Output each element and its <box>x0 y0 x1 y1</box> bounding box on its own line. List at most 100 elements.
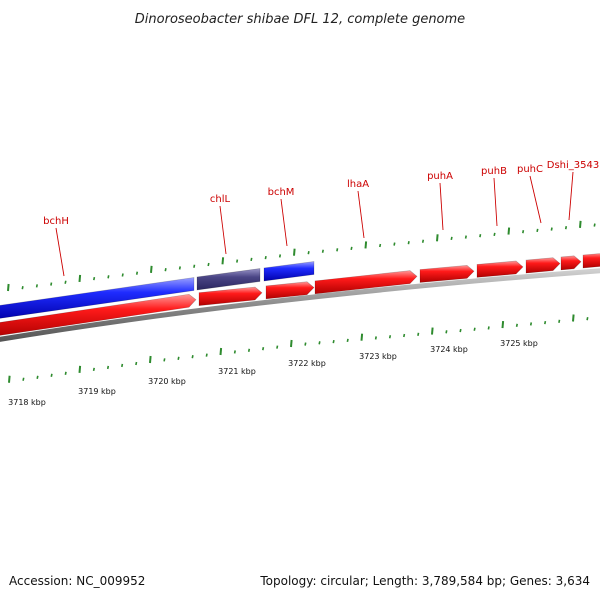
gene-puhA <box>419 265 475 283</box>
scale-label-3724: 3724 kbp <box>430 345 468 354</box>
minor-tick <box>50 373 53 377</box>
scale-label-3722: 3722 kbp <box>288 359 326 368</box>
leader-bchM <box>280 198 288 247</box>
major-tick <box>364 241 368 249</box>
minor-tick <box>515 323 518 327</box>
major-tick <box>579 220 582 228</box>
minor-tick <box>205 353 208 357</box>
minor-tick <box>421 239 425 243</box>
leader-chlL <box>219 205 227 255</box>
major-tick <box>221 257 225 265</box>
minor-tick <box>64 371 67 376</box>
major-tick <box>78 365 82 373</box>
scale-label-3721: 3721 kbp <box>218 367 256 376</box>
gene-label-chlL[interactable]: chlL <box>210 194 231 205</box>
minor-tick <box>135 361 138 366</box>
gene-reverse-1 <box>0 293 197 336</box>
minor-tick <box>121 363 124 368</box>
minor-tick <box>450 236 453 241</box>
scale-label-3723: 3723 kbp <box>359 352 397 361</box>
gene-puhC <box>525 257 561 274</box>
gene-Dshi_3543 <box>560 255 582 271</box>
minor-tick <box>403 333 406 338</box>
minor-tick <box>459 328 462 333</box>
minor-tick <box>473 327 476 331</box>
minor-tick <box>493 232 496 237</box>
gene-bchH <box>0 277 195 319</box>
minor-tick <box>564 226 568 230</box>
minor-tick <box>379 243 382 248</box>
minor-tick <box>233 350 236 354</box>
minor-tick <box>107 275 110 279</box>
gene-labels: bchH chlL bchM lhaA puhA puhB puhC Dshi_… <box>43 160 599 227</box>
leader-puhC <box>529 175 542 224</box>
major-tick <box>436 234 439 242</box>
major-tick <box>507 227 511 235</box>
minor-tick <box>36 375 39 379</box>
minor-tick <box>121 273 124 277</box>
leader-lhaA <box>357 190 365 239</box>
minor-tick <box>177 356 180 360</box>
gene-reverse-3 <box>265 281 315 300</box>
minor-tick <box>307 251 310 255</box>
minor-tick <box>445 330 448 334</box>
accession-text: Accession: NC_009952 <box>9 574 145 588</box>
gene-puhB <box>476 260 524 278</box>
scale-label-3725: 3725 kbp <box>500 339 538 348</box>
gene-label-puhC[interactable]: puhC <box>517 164 543 175</box>
gene-label-bchM[interactable]: bchM <box>268 187 295 198</box>
major-tick <box>149 355 152 364</box>
minor-tick <box>164 268 167 272</box>
minor-tick <box>417 332 420 336</box>
gene-label-puhA[interactable]: puhA <box>427 171 453 182</box>
minor-tick <box>336 248 339 252</box>
scale-label-3718: 3718 kbp <box>8 398 46 407</box>
minor-tick <box>236 259 239 263</box>
gene-label-lhaA[interactable]: lhaA <box>347 179 369 190</box>
gene-label-puhB[interactable]: puhB <box>481 166 507 177</box>
gene-label-Dshi_3543[interactable]: Dshi_3543 <box>547 160 599 171</box>
minor-tick <box>536 228 539 233</box>
gene-next <box>582 253 600 269</box>
major-tick <box>572 314 575 322</box>
major-tick <box>360 333 364 341</box>
leader-puhA <box>439 182 444 231</box>
minor-tick <box>346 338 349 343</box>
minor-tick <box>593 223 596 227</box>
gene-features <box>0 253 600 336</box>
minor-tick <box>522 230 525 234</box>
minor-tick <box>479 234 482 238</box>
minor-tick <box>550 227 553 231</box>
scale-labels: 3718 kbp 3719 kbp 3720 kbp 3721 kbp 3722… <box>8 339 538 407</box>
lower-tick-row <box>8 314 589 383</box>
leader-puhB <box>493 177 498 227</box>
minor-tick <box>262 347 265 351</box>
major-tick <box>293 248 296 256</box>
minor-tick <box>50 282 53 286</box>
major-tick <box>150 265 153 273</box>
minor-tick <box>487 326 490 330</box>
leader-Dshi_3543 <box>568 171 574 221</box>
gene-chlL <box>196 268 261 291</box>
gene-bchM <box>263 261 315 282</box>
minor-tick <box>321 249 324 253</box>
minor-tick <box>276 345 279 349</box>
minor-tick <box>92 367 95 372</box>
minor-tick <box>21 286 24 290</box>
major-tick <box>219 347 223 356</box>
leader-bchH <box>55 227 65 277</box>
major-tick <box>78 274 82 283</box>
major-tick <box>501 321 505 329</box>
gene-label-bchH[interactable]: bchH <box>43 216 69 227</box>
minor-tick <box>64 280 67 284</box>
scale-label-3720: 3720 kbp <box>148 377 186 386</box>
minor-tick <box>278 254 282 258</box>
minor-tick <box>178 266 181 270</box>
minor-tick <box>586 317 589 321</box>
minor-tick <box>304 342 307 346</box>
minor-tick <box>135 271 139 275</box>
minor-tick <box>93 276 96 281</box>
scale-label-3719: 3719 kbp <box>78 387 116 396</box>
minor-tick <box>318 341 321 345</box>
